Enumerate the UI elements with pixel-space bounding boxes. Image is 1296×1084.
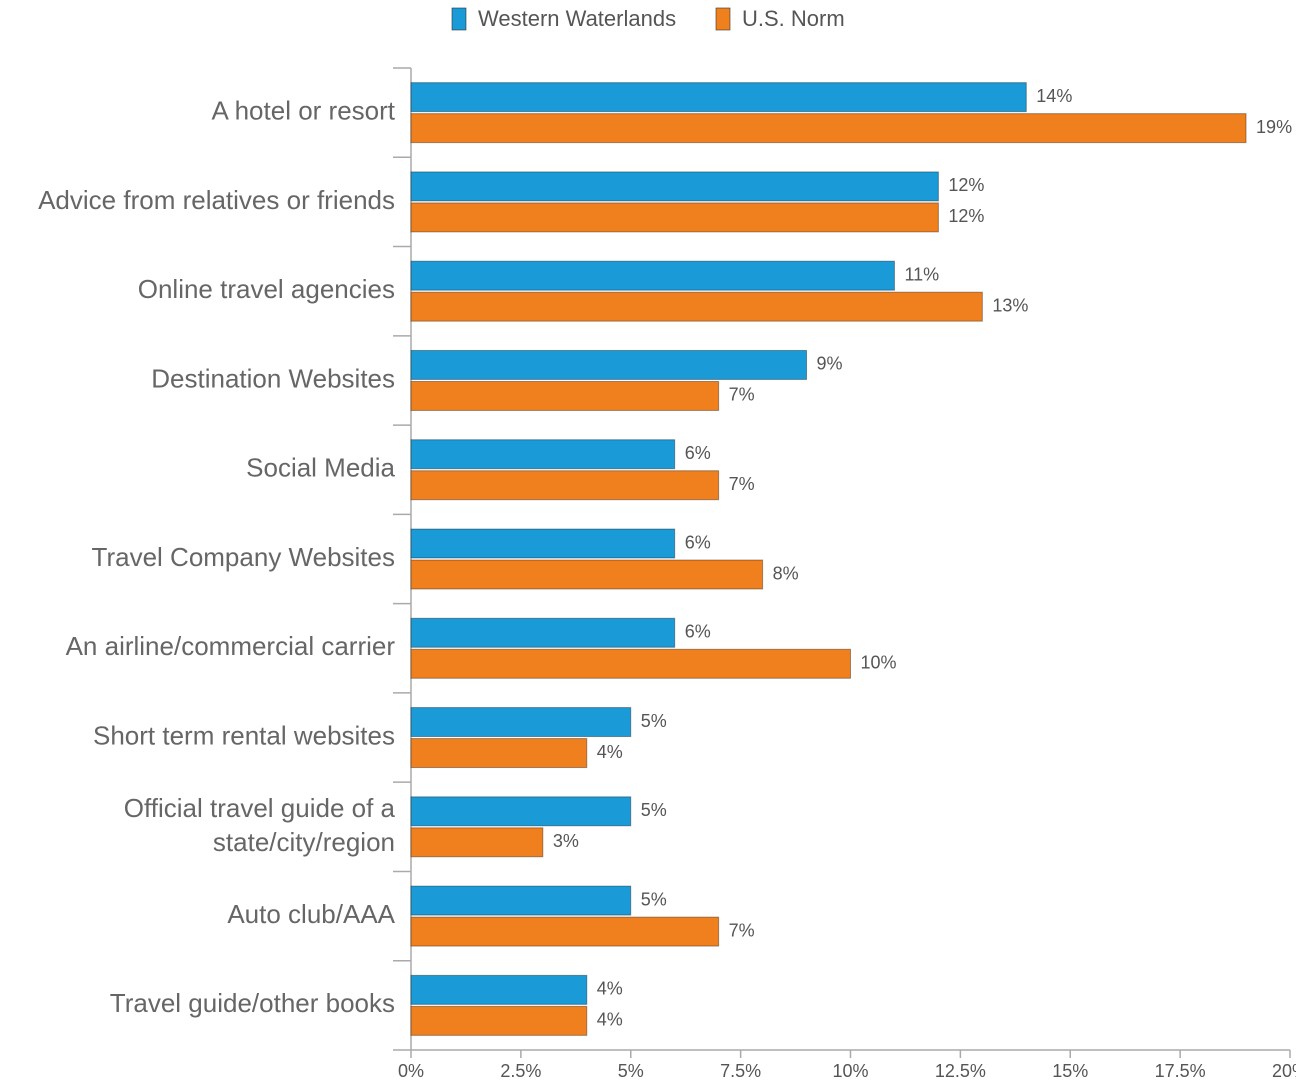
category-label: Social Media	[246, 453, 395, 483]
value-label: 4%	[597, 1010, 623, 1030]
category-label: Online travel agencies	[138, 274, 395, 304]
bar	[410, 738, 588, 769]
value-label: 10%	[861, 653, 897, 673]
value-label: 7%	[729, 385, 755, 405]
bar	[410, 171, 939, 202]
value-label: 13%	[992, 295, 1028, 315]
bar	[410, 380, 720, 411]
value-label: 3%	[553, 831, 579, 851]
x-tick-label: 12.5%	[935, 1061, 986, 1081]
value-label: 19%	[1256, 117, 1292, 137]
bar	[410, 470, 720, 501]
category-label: Destination Websites	[151, 363, 395, 393]
x-tick-label: 5%	[618, 1061, 644, 1081]
value-label: 7%	[729, 474, 755, 494]
value-label: 5%	[641, 711, 667, 731]
legend-label: Western Waterlands	[478, 6, 676, 31]
value-label: 6%	[685, 622, 711, 642]
value-label: 14%	[1036, 86, 1072, 106]
x-tick-label: 15%	[1052, 1061, 1088, 1081]
value-label: 6%	[685, 443, 711, 463]
value-label: 5%	[641, 800, 667, 820]
bar	[410, 648, 851, 679]
bar	[410, 439, 676, 470]
bar	[410, 916, 720, 947]
x-tick-label: 0%	[398, 1061, 424, 1081]
bar	[410, 827, 544, 858]
category-label: Auto club/AAA	[227, 899, 395, 929]
bar	[410, 974, 588, 1005]
value-label: 8%	[773, 563, 799, 583]
legend-label: U.S. Norm	[742, 6, 845, 31]
bar	[410, 113, 1247, 144]
category-label: An airline/commercial carrier	[66, 631, 396, 661]
bar	[410, 707, 632, 738]
bar	[410, 202, 939, 233]
x-tick-label: 17.5%	[1155, 1061, 1206, 1081]
bar	[410, 82, 1027, 113]
value-label: 4%	[597, 979, 623, 999]
bar	[410, 796, 632, 827]
legend-swatch	[715, 7, 731, 31]
bar	[410, 260, 895, 291]
category-label: Short term rental websites	[93, 720, 395, 750]
value-label: 11%	[904, 264, 939, 284]
bar	[410, 291, 983, 322]
x-tick-label: 20%	[1272, 1061, 1296, 1081]
bar	[410, 528, 676, 559]
value-label: 12%	[948, 175, 984, 195]
category-label: Travel guide/other books	[110, 988, 395, 1018]
value-label: 6%	[685, 532, 711, 552]
x-tick-label: 7.5%	[720, 1061, 761, 1081]
bar	[410, 349, 808, 380]
bar	[410, 617, 676, 648]
value-label: 7%	[729, 920, 755, 940]
value-label: 12%	[948, 206, 984, 226]
bar	[410, 1005, 588, 1036]
x-tick-label: 10%	[832, 1061, 868, 1081]
legend-swatch	[451, 7, 467, 31]
value-label: 4%	[597, 742, 623, 762]
category-label: Official travel guide of a state/city/reg…	[124, 793, 396, 857]
value-label: 5%	[641, 889, 667, 909]
category-label: A hotel or resort	[211, 96, 395, 126]
category-label: Advice from relatives or friends	[38, 185, 395, 215]
bar	[410, 885, 632, 916]
bar	[410, 559, 764, 590]
value-label: 9%	[817, 354, 843, 374]
category-label: Travel Company Websites	[92, 542, 395, 572]
x-tick-label: 2.5%	[500, 1061, 541, 1081]
